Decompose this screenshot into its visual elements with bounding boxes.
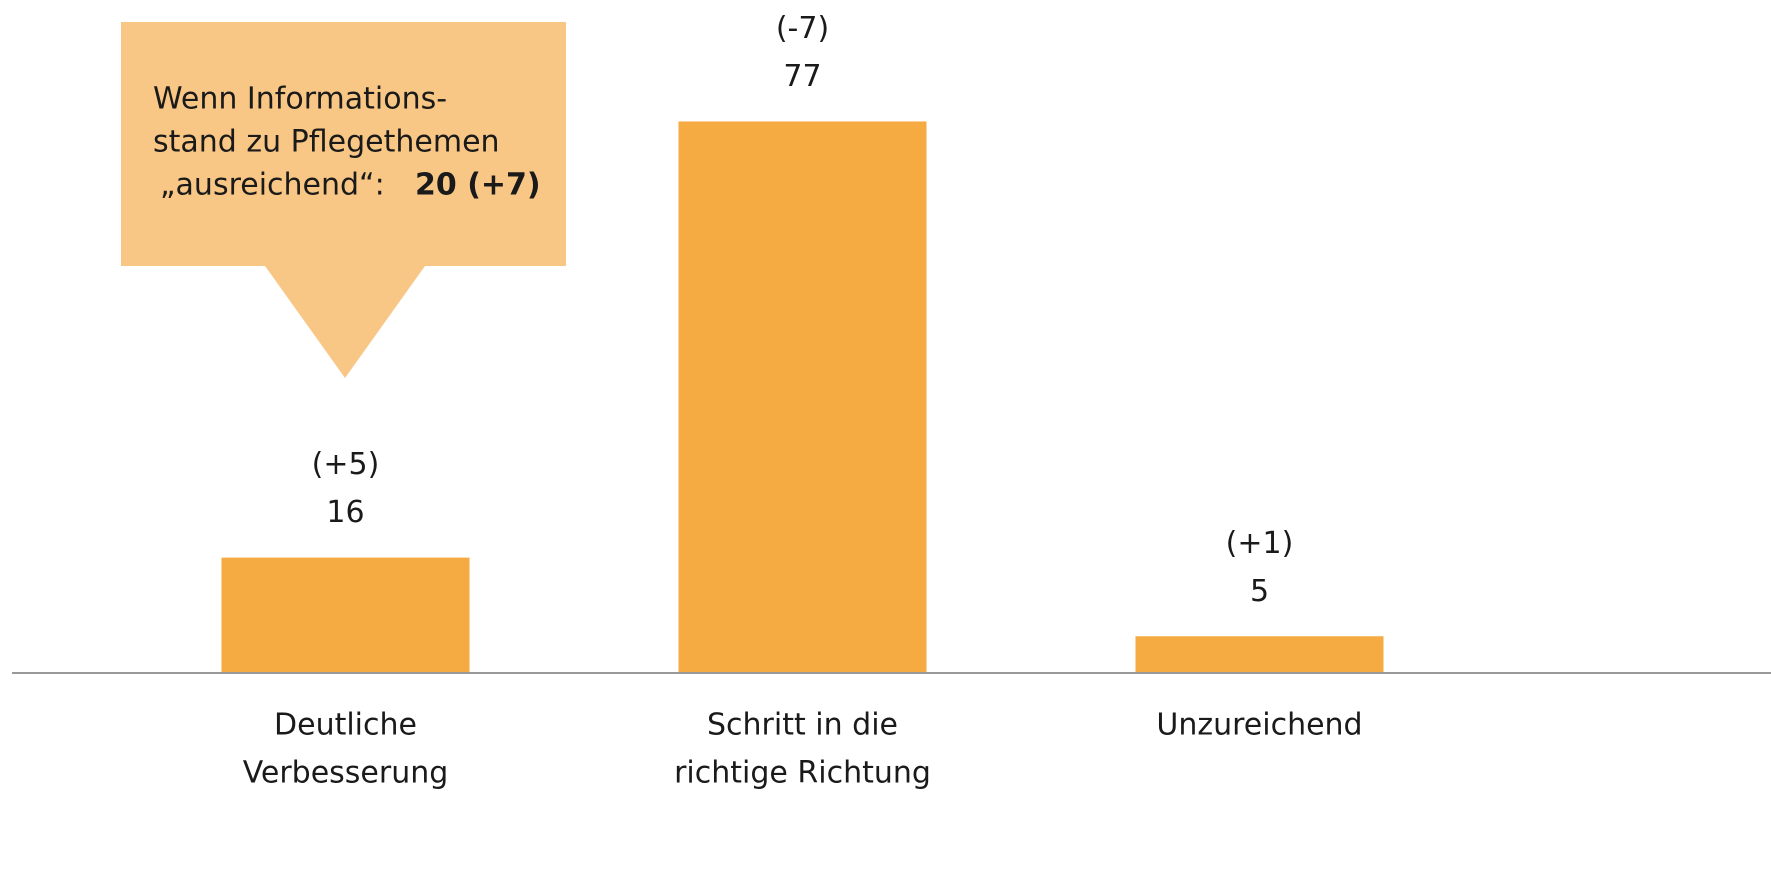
value-label: 16 [326, 495, 364, 530]
callout-text: stand zu Pflegethemen [153, 125, 500, 160]
callout-highlight: 20 (+7) [415, 168, 541, 203]
callout-text: „ausreichend“: [160, 168, 385, 203]
bar [1135, 636, 1384, 672]
change-label: (+1) [1226, 526, 1294, 561]
callout-box [121, 22, 566, 378]
callout-text: Wenn Informations- [153, 82, 447, 117]
x-tick-label: Deutliche [274, 708, 417, 743]
value-label: 77 [783, 59, 821, 94]
value-label: 5 [1250, 574, 1269, 609]
bar [221, 557, 470, 672]
bar [678, 121, 927, 672]
change-label: (+5) [312, 447, 380, 482]
x-tick-label: Unzureichend [1156, 708, 1362, 743]
change-label: (-7) [776, 11, 829, 46]
x-tick-label: Verbesserung [243, 756, 449, 791]
x-tick-label: richtige Richtung [674, 756, 931, 791]
x-tick-label: Schritt in die [707, 708, 898, 743]
